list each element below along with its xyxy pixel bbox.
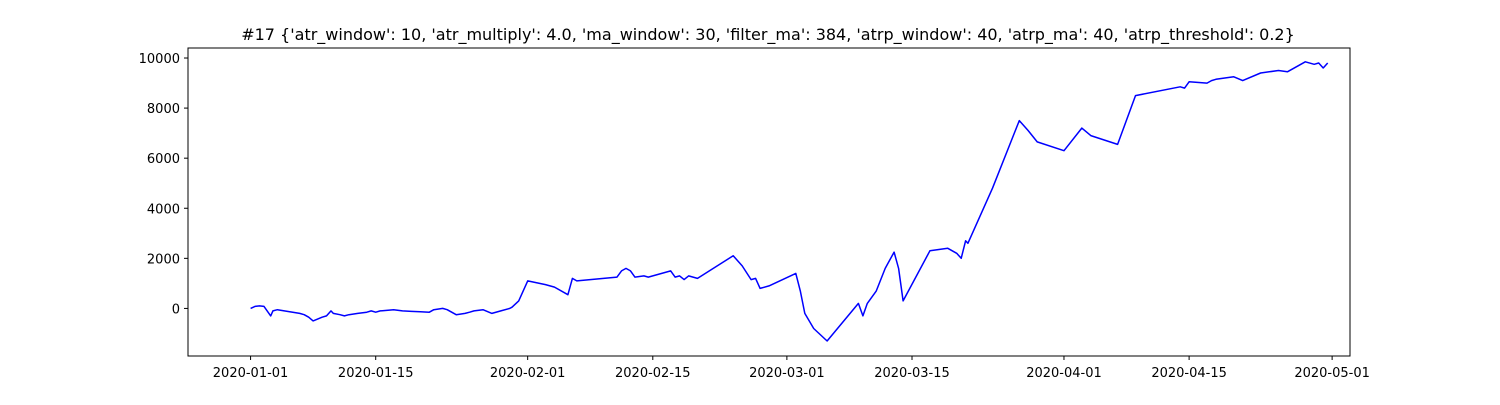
x-tick-label: 2020-03-15 xyxy=(874,366,950,381)
x-tick-label: 2020-01-15 xyxy=(338,366,414,381)
y-tick-label: 0 xyxy=(172,302,180,317)
x-tick-label: 2020-02-01 xyxy=(490,366,566,381)
x-tick-label: 2020-04-01 xyxy=(1026,366,1102,381)
y-tick-label: 2000 xyxy=(147,252,180,267)
chart-title: #17 {'atr_window': 10, 'atr_multiply': 4… xyxy=(241,25,1295,45)
y-tick-label: 10000 xyxy=(139,52,180,67)
x-tick-label: 2020-01-01 xyxy=(213,366,289,381)
y-tick-label: 4000 xyxy=(147,202,180,217)
plot-area-frame xyxy=(187,47,1351,357)
x-tick-label: 2020-05-01 xyxy=(1294,366,1370,381)
series-line-0 xyxy=(250,61,1329,342)
x-tick-label: 2020-02-15 xyxy=(615,366,691,381)
x-tick-label: 2020-03-01 xyxy=(749,366,825,381)
axis-ticks: 2020-01-01 2020-01-15 2020-02-01 2020-02-15… xyxy=(139,52,1370,381)
series-layer xyxy=(250,61,1329,342)
y-tick-label: 8000 xyxy=(147,102,180,117)
y-tick-label: 6000 xyxy=(147,152,180,167)
x-tick-label: 2020-04-15 xyxy=(1151,366,1227,381)
